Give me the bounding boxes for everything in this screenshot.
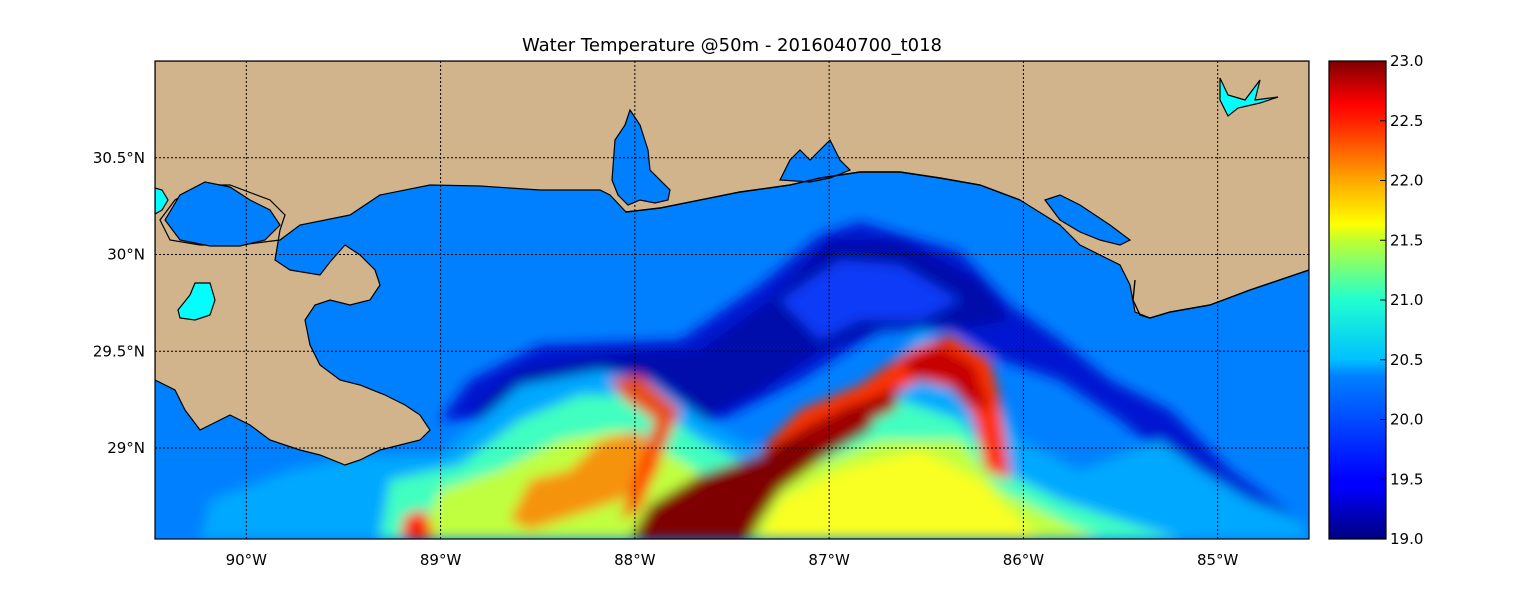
bay-east <box>779 138 852 183</box>
lake-cyan-east <box>1219 77 1279 117</box>
y-tick-labels: 30.5°N 30°N 29.5°N 29°N <box>93 149 145 457</box>
y-tick-label: 30.5°N <box>93 149 145 167</box>
lake-cyan-edge <box>155 187 169 215</box>
colorbar <box>1328 60 1387 540</box>
lake-cyan-west <box>177 282 216 321</box>
x-tick-labels: 90°W 89°W 88°W 87°W 86°W 85°W <box>226 551 1239 569</box>
colorbar-tick-label: 19.5 <box>1390 470 1423 488</box>
colorbar-tick-label: 22.0 <box>1390 172 1423 190</box>
colorbar-tick-label: 21.5 <box>1390 231 1423 249</box>
y-tick-label: 29.5°N <box>93 342 145 360</box>
gridlines <box>155 61 1309 539</box>
bay-far-east <box>1044 194 1132 246</box>
map-frame <box>154 60 1310 540</box>
colorbar-tick-label: 20.0 <box>1390 411 1423 429</box>
chart-title: Water Temperature @50m - 2016040700_t018 <box>522 35 942 56</box>
x-tick-label: 87°W <box>808 551 850 569</box>
colorbar-tick-label: 23.0 <box>1390 52 1423 70</box>
colorbar-tick-label: 22.5 <box>1390 112 1423 130</box>
colorbar-tick-label: 19.0 <box>1390 530 1423 548</box>
x-tick-label: 89°W <box>420 551 462 569</box>
colorbar-tick-label: 21.0 <box>1390 291 1423 309</box>
lake-big <box>164 181 281 247</box>
coastline <box>625 171 1309 319</box>
x-tick-label: 85°W <box>1197 551 1239 569</box>
y-tick-label: 30°N <box>107 246 145 264</box>
x-tick-label: 86°W <box>1003 551 1045 569</box>
y-tick-label: 29°N <box>107 439 145 457</box>
temperature-field <box>200 222 1309 539</box>
x-tick-label: 88°W <box>614 551 656 569</box>
colorbar-ticks: 23.0 22.5 22.0 21.5 21.0 20.5 20.0 19.5 19.0 <box>1380 52 1423 548</box>
colorbar-tick-label: 20.5 <box>1390 351 1423 369</box>
x-tick-label: 90°W <box>226 551 268 569</box>
